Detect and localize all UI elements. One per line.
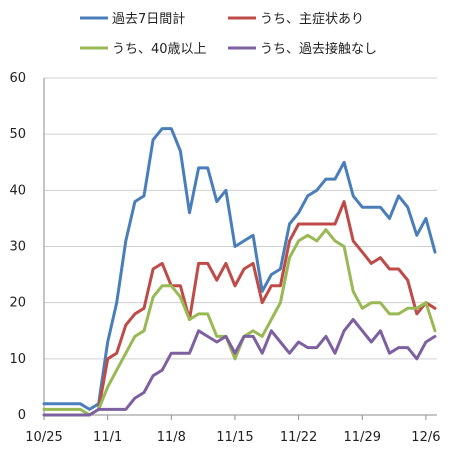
y-tick-label: 20 <box>9 296 26 311</box>
x-tick-label: 11/8 <box>157 430 186 445</box>
y-tick-label: 50 <box>9 127 26 142</box>
x-tick-label: 11/22 <box>280 430 317 445</box>
gridlines <box>44 77 437 360</box>
series-line-4 <box>42 318 437 417</box>
y-tick-label: 30 <box>9 240 26 255</box>
legend-label-2: うち、主症状あり <box>260 12 364 27</box>
y-tick-label: 60 <box>9 71 26 86</box>
x-tick-label: 11/1 <box>93 430 122 445</box>
y-tick-label: 0 <box>18 408 26 423</box>
legend-label-1: 過去7日間計 <box>112 11 185 27</box>
axes <box>43 78 437 420</box>
tick-labels: 0 10 20 30 40 50 60 10/25 11/1 11/8 11/15 11/22 11/2… <box>9 71 440 445</box>
y-tick-label: 40 <box>9 183 26 198</box>
legend-label-3: うち、40歳以上 <box>112 42 207 57</box>
x-tick-label: 10/25 <box>25 430 62 445</box>
series-lines <box>42 127 437 417</box>
x-tick-label: 12/6 <box>411 430 440 445</box>
x-tick-label: 11/15 <box>216 430 253 445</box>
legend-label-4: うち、過去接触なし <box>260 41 377 57</box>
x-tick-label: 11/29 <box>344 430 381 445</box>
series-line-1 <box>42 127 437 411</box>
series-line-2 <box>97 200 437 411</box>
y-tick-label: 10 <box>9 352 26 367</box>
